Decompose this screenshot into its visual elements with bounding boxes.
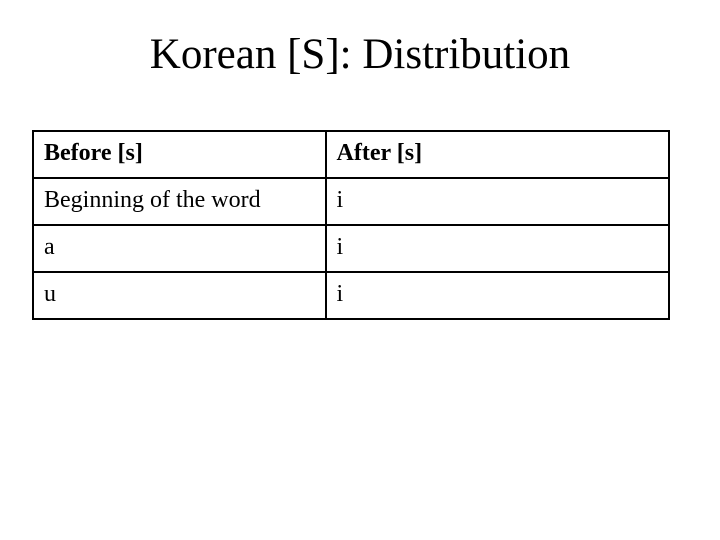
cell-after: i (326, 225, 669, 272)
table-row: u i (33, 272, 669, 319)
table-row: Beginning of the word i (33, 178, 669, 225)
slide: { "title": "Korean [S]: Distribution", "… (0, 0, 720, 540)
table: Before [s] After [s] Beginning of the wo… (32, 130, 670, 320)
cell-after: i (326, 272, 669, 319)
table-row: a i (33, 225, 669, 272)
header-before: Before [s] (33, 131, 326, 178)
header-after: After [s] (326, 131, 669, 178)
slide-title: Korean [S]: Distribution (0, 30, 720, 79)
cell-before: u (33, 272, 326, 319)
cell-after: i (326, 178, 669, 225)
cell-before: Beginning of the word (33, 178, 326, 225)
distribution-table: Before [s] After [s] Beginning of the wo… (32, 130, 670, 320)
table-header-row: Before [s] After [s] (33, 131, 669, 178)
cell-before: a (33, 225, 326, 272)
